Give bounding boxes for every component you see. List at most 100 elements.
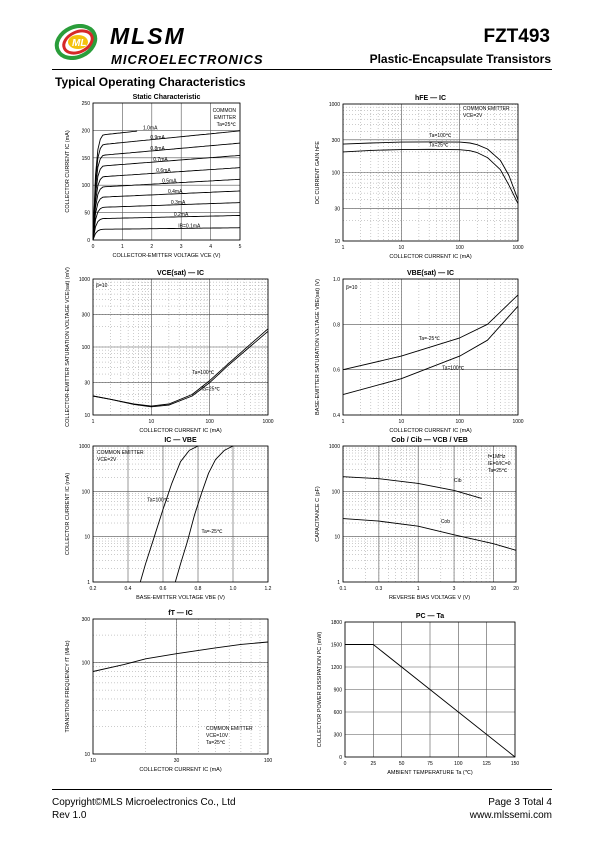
y-tick-label: 100 (82, 661, 91, 667)
plot-frame (92, 445, 269, 583)
annotation-text: VCE=2V (97, 457, 117, 463)
series-line (92, 641, 269, 672)
y-tick-label: 100 (332, 171, 341, 177)
y-tick-label: 1000 (79, 444, 90, 450)
series-line (342, 141, 519, 200)
x-axis-label: COLLECTOR CURRENT IC (mA) (139, 767, 221, 773)
y-tick-label: 10 (84, 752, 90, 758)
y-tick-label: 250 (82, 101, 91, 107)
y-tick-label: 30 (334, 206, 340, 212)
x-tick-label: 0.8 (195, 586, 202, 592)
y-tick-label: 1000 (79, 277, 90, 283)
series-line (342, 476, 482, 499)
series-label: 0.2mA (174, 212, 189, 218)
y-tick-label: 300 (82, 313, 91, 319)
chart-title: Static Characteristic (133, 94, 201, 101)
series-label: Ta=-25℃ (419, 336, 440, 342)
series-line (174, 445, 234, 583)
x-tick-label: 1.2 (265, 586, 272, 592)
annotation-text: IE=0/IC=0 (488, 461, 511, 467)
y-tick-label: 1800 (331, 620, 342, 626)
x-tick-label: 1000 (262, 419, 273, 425)
x-tick-label: 1.0 (230, 586, 237, 592)
series-line (92, 178, 241, 241)
x-tick-label: 0.2 (90, 586, 97, 592)
y-tick-label: 50 (84, 211, 90, 217)
footer-rev: Rev 1.0 (52, 810, 87, 821)
annotation-text: Ta=25℃ (217, 122, 237, 128)
chart-title: VBE(sat) — IC (407, 270, 454, 277)
series-line (92, 190, 241, 241)
y-axis-label: BASE-EMITTER SATURATION VOLTAGE VBE(sat)… (315, 279, 321, 415)
x-tick-label: 10 (399, 419, 405, 425)
series-label: Ta=100℃ (192, 370, 215, 376)
x-tick-label: 1000 (512, 245, 523, 251)
y-tick-label: 150 (82, 156, 91, 162)
chart-title: PC — Ta (416, 613, 444, 620)
chart-title: VCE(sat) — IC (157, 270, 204, 277)
y-tick-label: 1000 (329, 444, 340, 450)
y-axis-label: CAPACITANCE C (pF) (315, 486, 321, 542)
series-label: 0.3mA (171, 200, 186, 206)
x-tick-label: 100 (264, 758, 273, 764)
y-tick-label: 10 (334, 239, 340, 245)
x-tick-label: 5 (239, 244, 242, 250)
chart-ft: 10 30 100 10 100 300 fT — IC COLLECTOR CURRENT … (65, 610, 272, 773)
x-tick-label: 125 (482, 761, 491, 767)
series-line (342, 305, 519, 396)
part-description: Plastic-Encapsulate Transistors (369, 52, 551, 66)
y-tick-label: 0.8 (333, 322, 340, 328)
x-axis-label: COLLECTOR-EMITTER VOLTAGE VCE (V) (113, 253, 221, 259)
annotation-text: EMITTER (214, 115, 236, 121)
y-tick-label: 200 (82, 128, 91, 134)
y-tick-label: 300 (334, 733, 343, 739)
y-tick-label: 1000 (329, 102, 340, 108)
series-line (92, 130, 138, 241)
brand-subtitle: MICROELECTRONICS (111, 52, 264, 67)
x-tick-label: 10 (491, 586, 497, 592)
annotation-text: COMMON EMITTER (206, 726, 253, 732)
x-tick-label: 1 (121, 244, 124, 250)
series-line (92, 330, 269, 408)
plot-frame (92, 618, 269, 755)
y-tick-label: 900 (334, 688, 343, 694)
plot-frame (344, 621, 516, 758)
part-number: FZT493 (483, 26, 550, 47)
series-label: Ta=100℃ (429, 133, 452, 139)
brand-logo: ML (52, 23, 108, 61)
series-line (92, 202, 241, 241)
chart-icvbe: 0.2 0.4 0.6 0.8 1.0 1.2 1 10 100 1000 IC — VBE BASE… (65, 437, 272, 601)
y-axis-label: COLLECTOR CURRENT IC (mA) (65, 473, 71, 555)
plot-frame (342, 103, 519, 242)
y-tick-label: 10 (84, 535, 90, 541)
x-tick-label: 50 (399, 761, 405, 767)
x-tick-label: 0.1 (340, 586, 347, 592)
chart-title: fT — IC (168, 610, 193, 617)
logo-icon: ML (54, 23, 98, 61)
x-tick-label: 100 (454, 761, 463, 767)
series-label: Cib (454, 478, 462, 484)
x-tick-label: 1 (342, 245, 345, 251)
y-tick-label: 0.4 (333, 413, 340, 419)
series-label: Ta=25℃ (201, 386, 221, 392)
y-tick-label: 100 (82, 489, 91, 495)
series-label: IB=0.1mA (178, 223, 201, 229)
annotation-text: β=10 (346, 285, 358, 291)
y-axis-label: TRANSITION FREQUENCY fT (MHz) (65, 640, 71, 732)
series-label: 0.7mA (153, 157, 168, 163)
y-tick-label: 30 (84, 381, 90, 387)
x-tick-label: 20 (513, 586, 519, 592)
annotation-text: Ta=25℃ (206, 740, 226, 746)
x-axis-label: COLLECTOR CURRENT IC (mA) (139, 428, 221, 434)
footer-url: www.mlssemi.com (469, 810, 552, 821)
footer-page: Page 3 Total 4 (488, 797, 552, 808)
plot-frame (342, 445, 517, 583)
x-axis-label: BASE-EMITTER VOLTAGE VBE (V) (136, 595, 225, 601)
x-tick-label: 100 (455, 419, 464, 425)
y-tick-label: 10 (334, 535, 340, 541)
y-tick-label: 1500 (331, 643, 342, 649)
x-tick-label: 3 (453, 586, 456, 592)
series-line (342, 148, 519, 204)
plot-frame (342, 278, 519, 416)
